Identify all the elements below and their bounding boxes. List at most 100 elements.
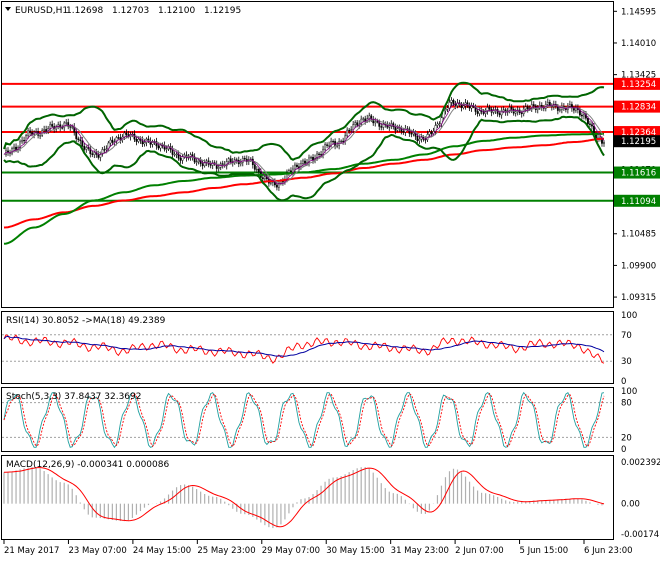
time-axis-tick-label: 2 Jun 07:00 — [455, 546, 504, 556]
candle-body — [252, 159, 253, 165]
candle-body — [152, 142, 153, 144]
macd-header: MACD(12,26,9) -0.000341 0.000086 — [6, 460, 169, 470]
candle-body — [348, 130, 349, 131]
candle-body — [262, 178, 263, 179]
candle-body — [110, 140, 111, 143]
time-axis-tick-label: 5 Jun 15:00 — [520, 546, 569, 556]
candle-body — [479, 111, 480, 114]
candle-body — [573, 108, 574, 110]
candle-body — [413, 132, 414, 134]
candle-body — [601, 139, 602, 143]
candle-body — [395, 127, 396, 131]
candle-body — [477, 112, 478, 114]
candle-body — [575, 108, 576, 110]
candle-body — [86, 147, 87, 149]
candle-body — [332, 141, 333, 142]
price-axis-tick-label: 1.09900 — [621, 261, 656, 271]
candle-body — [354, 123, 355, 125]
candle-body — [13, 147, 14, 149]
candle-body — [451, 100, 452, 102]
candle-body — [254, 165, 255, 170]
candle-body — [72, 127, 73, 128]
candle-body — [603, 143, 604, 144]
candle-body — [489, 107, 490, 109]
candle-body — [527, 107, 528, 109]
candle-body — [362, 119, 363, 120]
candle-body — [29, 131, 30, 133]
price-axis-tick-label: 1.14010 — [621, 39, 656, 49]
candle-body — [45, 129, 46, 131]
rsi-axis-label: 70 — [621, 331, 632, 341]
candle-body — [61, 128, 62, 129]
ohlc-low: 1.12100 — [158, 6, 195, 16]
candle-body — [375, 121, 376, 122]
candle-body — [525, 107, 526, 109]
candle-body — [397, 129, 398, 131]
stoch-axis-label: 80 — [621, 399, 632, 409]
candle-body — [180, 158, 181, 160]
candle-body — [230, 159, 231, 162]
time-axis-tick-label: 6 Jun 23:00 — [584, 546, 633, 556]
candle-body — [136, 139, 137, 141]
candle-body — [559, 110, 560, 111]
time-axis-tick-label: 30 May 15:00 — [326, 546, 384, 556]
candle-body — [106, 149, 107, 150]
candle-body — [124, 133, 125, 137]
candle-body — [118, 137, 119, 138]
candle-body — [328, 145, 329, 146]
candle-body — [288, 171, 289, 173]
candle-body — [174, 154, 175, 155]
candle-body — [176, 154, 177, 155]
candle-body — [160, 145, 161, 148]
candle-body — [43, 129, 44, 130]
candle-body — [76, 132, 77, 139]
candle-body — [445, 109, 446, 110]
candle-body — [411, 133, 412, 134]
candle-body — [587, 118, 588, 124]
time-axis-tick-label: 23 May 07:00 — [68, 546, 126, 556]
stoch-header: Stoch(5,3,3) 37.8437 32.3692 — [6, 392, 141, 402]
time-axis-tick-label: 31 May 23:00 — [391, 546, 449, 556]
candle-body — [27, 131, 28, 136]
candle-body — [66, 122, 67, 123]
candle-body — [242, 158, 243, 162]
macd-axis-label: 0.002392 — [621, 458, 660, 468]
stoch-axis-label: 0 — [621, 445, 626, 455]
candle-body — [202, 164, 203, 166]
candle-body — [78, 139, 79, 140]
candle-body — [23, 140, 24, 141]
candle-body — [439, 124, 440, 125]
candle-body — [499, 113, 500, 114]
candle-body — [104, 149, 105, 150]
candle-body — [258, 169, 259, 171]
candle-body — [144, 142, 145, 143]
candle-body — [21, 140, 22, 142]
level-price-label: 1.12834 — [621, 103, 656, 113]
candle-body — [84, 146, 85, 149]
rsi-axis-label: 0 — [621, 377, 626, 387]
level-price-label: 1.13254 — [621, 80, 656, 90]
candle-body — [381, 126, 382, 127]
candle-body — [537, 108, 538, 110]
candle-body — [196, 162, 197, 163]
candle-body — [244, 158, 245, 159]
level-price-label: 1.11094 — [621, 197, 656, 207]
candle-body — [82, 141, 83, 147]
candle-body — [515, 112, 516, 113]
candle-body — [437, 124, 438, 126]
candle-body — [158, 146, 159, 148]
time-axis-tick-label: 29 May 07:00 — [262, 546, 320, 556]
rsi-axis-label: 30 — [621, 357, 632, 367]
candle-body — [15, 147, 16, 150]
candle-body — [463, 106, 464, 108]
price-axis-tick-label: 1.09315 — [621, 293, 656, 303]
candle-body — [270, 182, 271, 183]
candle-body — [318, 154, 319, 155]
candle-body — [302, 161, 303, 164]
candle-body — [218, 167, 219, 168]
candle-body — [356, 123, 357, 126]
candle-body — [51, 124, 52, 126]
candle-body — [453, 100, 454, 104]
